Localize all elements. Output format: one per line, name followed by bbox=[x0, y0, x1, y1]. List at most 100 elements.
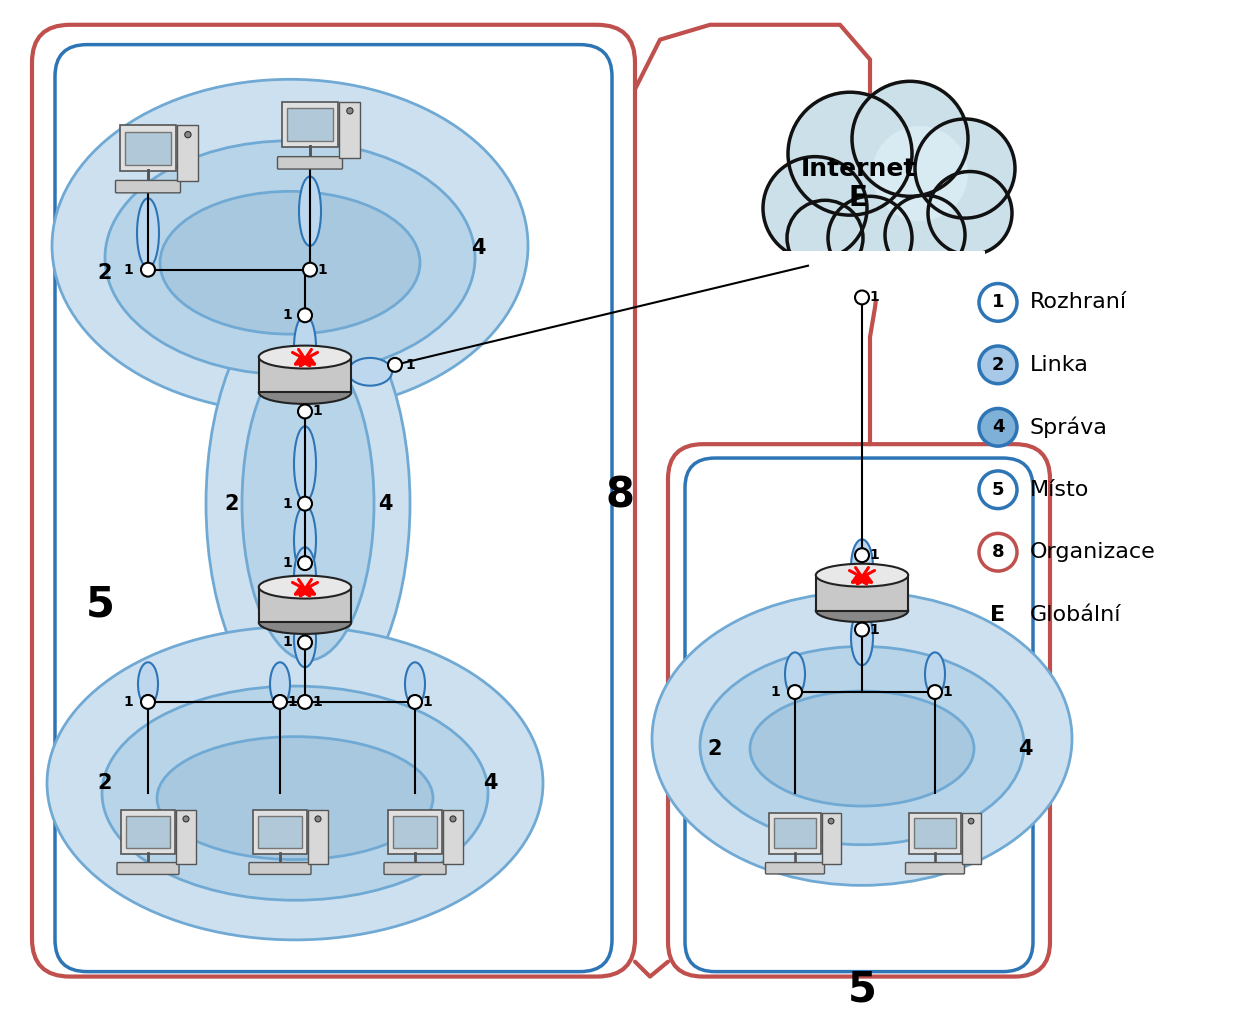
Text: 8: 8 bbox=[606, 475, 635, 517]
Ellipse shape bbox=[259, 576, 351, 598]
Text: 8: 8 bbox=[992, 544, 1005, 561]
FancyBboxPatch shape bbox=[282, 101, 339, 147]
Ellipse shape bbox=[925, 652, 946, 696]
FancyBboxPatch shape bbox=[384, 863, 446, 874]
Circle shape bbox=[183, 816, 189, 822]
Circle shape bbox=[980, 346, 1017, 383]
Text: 5: 5 bbox=[86, 584, 115, 626]
Text: 2: 2 bbox=[992, 356, 1005, 374]
Ellipse shape bbox=[137, 199, 159, 268]
FancyBboxPatch shape bbox=[443, 810, 463, 864]
Circle shape bbox=[872, 126, 968, 221]
Ellipse shape bbox=[295, 611, 316, 667]
Text: 1: 1 bbox=[317, 263, 327, 277]
FancyBboxPatch shape bbox=[253, 810, 307, 854]
Ellipse shape bbox=[851, 539, 872, 595]
FancyBboxPatch shape bbox=[117, 863, 179, 874]
Ellipse shape bbox=[259, 381, 351, 404]
Ellipse shape bbox=[295, 548, 316, 606]
FancyBboxPatch shape bbox=[259, 587, 351, 623]
Text: Rozhraní: Rozhraní bbox=[1030, 292, 1127, 312]
FancyBboxPatch shape bbox=[822, 812, 841, 864]
Ellipse shape bbox=[405, 662, 426, 706]
Text: 2: 2 bbox=[98, 263, 112, 283]
Text: 4: 4 bbox=[482, 774, 497, 793]
Circle shape bbox=[303, 263, 317, 277]
FancyBboxPatch shape bbox=[816, 575, 908, 610]
Circle shape bbox=[298, 636, 312, 649]
Text: 1: 1 bbox=[123, 263, 133, 277]
FancyBboxPatch shape bbox=[962, 812, 981, 864]
Text: 4: 4 bbox=[378, 494, 393, 514]
FancyBboxPatch shape bbox=[258, 816, 302, 848]
Text: 2: 2 bbox=[225, 494, 239, 514]
Ellipse shape bbox=[52, 79, 528, 413]
Ellipse shape bbox=[206, 290, 410, 717]
Ellipse shape bbox=[259, 611, 351, 634]
Circle shape bbox=[928, 171, 1012, 255]
FancyBboxPatch shape bbox=[774, 818, 816, 849]
Circle shape bbox=[346, 107, 353, 114]
Text: 4: 4 bbox=[992, 419, 1005, 436]
Ellipse shape bbox=[652, 592, 1071, 885]
FancyBboxPatch shape bbox=[765, 863, 825, 874]
Ellipse shape bbox=[104, 141, 475, 375]
Circle shape bbox=[298, 695, 312, 709]
Circle shape bbox=[855, 623, 869, 637]
Ellipse shape bbox=[816, 564, 908, 587]
Text: 4: 4 bbox=[1017, 738, 1032, 758]
Circle shape bbox=[273, 695, 287, 709]
Circle shape bbox=[968, 818, 974, 824]
Text: Linka: Linka bbox=[1030, 355, 1089, 375]
Text: 2: 2 bbox=[708, 738, 723, 758]
Ellipse shape bbox=[269, 662, 290, 706]
Ellipse shape bbox=[47, 627, 543, 940]
Ellipse shape bbox=[138, 662, 157, 706]
Text: 1: 1 bbox=[422, 695, 432, 709]
Circle shape bbox=[298, 308, 312, 322]
Circle shape bbox=[980, 533, 1017, 571]
Ellipse shape bbox=[347, 358, 392, 385]
Text: 1: 1 bbox=[869, 549, 879, 562]
Ellipse shape bbox=[157, 736, 433, 860]
Ellipse shape bbox=[102, 686, 488, 900]
Text: Místo: Místo bbox=[1030, 480, 1089, 500]
FancyBboxPatch shape bbox=[120, 126, 176, 171]
Circle shape bbox=[141, 695, 155, 709]
FancyBboxPatch shape bbox=[755, 250, 985, 300]
Text: 1: 1 bbox=[312, 405, 322, 419]
Ellipse shape bbox=[295, 315, 316, 379]
Text: 1: 1 bbox=[282, 556, 292, 570]
FancyBboxPatch shape bbox=[121, 810, 175, 854]
Text: E: E bbox=[991, 604, 1006, 625]
Circle shape bbox=[388, 358, 402, 372]
FancyBboxPatch shape bbox=[308, 810, 329, 864]
Text: 1: 1 bbox=[869, 290, 879, 304]
Text: 1: 1 bbox=[869, 623, 879, 637]
Ellipse shape bbox=[259, 346, 351, 368]
Circle shape bbox=[980, 409, 1017, 446]
Text: Organizace: Organizace bbox=[1030, 542, 1156, 562]
Circle shape bbox=[980, 470, 1017, 509]
Circle shape bbox=[788, 92, 912, 215]
FancyBboxPatch shape bbox=[176, 810, 196, 864]
FancyBboxPatch shape bbox=[259, 357, 351, 392]
Text: E: E bbox=[849, 185, 867, 212]
FancyBboxPatch shape bbox=[388, 810, 442, 854]
FancyBboxPatch shape bbox=[125, 132, 171, 165]
Circle shape bbox=[763, 156, 867, 260]
Circle shape bbox=[298, 497, 312, 511]
FancyBboxPatch shape bbox=[914, 818, 956, 849]
Circle shape bbox=[980, 284, 1017, 321]
Ellipse shape bbox=[242, 347, 374, 660]
Text: 1: 1 bbox=[287, 695, 297, 709]
FancyBboxPatch shape bbox=[277, 156, 342, 169]
Ellipse shape bbox=[851, 609, 872, 665]
Circle shape bbox=[788, 685, 802, 699]
Circle shape bbox=[828, 818, 833, 824]
FancyBboxPatch shape bbox=[249, 863, 311, 874]
Text: 1: 1 bbox=[282, 308, 292, 322]
Circle shape bbox=[828, 197, 912, 280]
Text: 1: 1 bbox=[282, 497, 292, 511]
Text: 1: 1 bbox=[123, 695, 133, 709]
